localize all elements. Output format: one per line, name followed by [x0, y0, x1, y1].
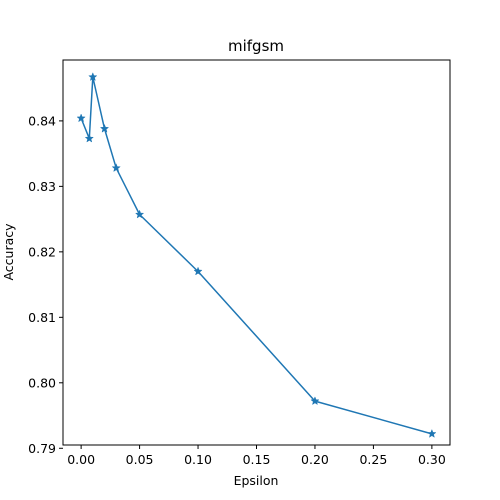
x-tick-label: 0.15 — [243, 452, 271, 467]
y-tick-label: 0.82 — [28, 244, 56, 259]
x-axis-label: Epsilon — [234, 473, 279, 488]
y-tick-label: 0.81 — [28, 310, 56, 325]
y-tick-label: 0.80 — [28, 375, 56, 390]
y-tick-label: 0.84 — [28, 113, 56, 128]
x-tick-label: 0.30 — [418, 452, 446, 467]
x-tick-label: 0.05 — [126, 452, 154, 467]
x-tick-label: 0.00 — [67, 452, 95, 467]
y-axis-label: Accuracy — [1, 223, 16, 281]
y-tick-label: 0.79 — [28, 441, 56, 456]
x-tick-label: 0.10 — [184, 452, 212, 467]
chart-title: mifgsm — [228, 37, 284, 55]
y-tick-label: 0.83 — [28, 179, 56, 194]
x-tick-label: 0.20 — [301, 452, 329, 467]
x-tick-label: 0.25 — [359, 452, 387, 467]
